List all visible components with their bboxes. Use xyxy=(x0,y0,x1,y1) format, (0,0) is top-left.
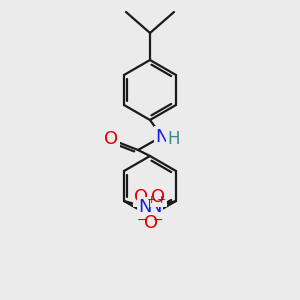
Text: O: O xyxy=(152,188,166,206)
Text: N: N xyxy=(148,198,162,216)
Text: O: O xyxy=(144,214,158,232)
Text: +: + xyxy=(157,195,166,206)
Text: N: N xyxy=(155,128,169,146)
Text: O: O xyxy=(142,214,156,232)
Text: O: O xyxy=(104,130,118,148)
Text: +: + xyxy=(147,195,156,206)
Text: O: O xyxy=(134,188,148,206)
Text: −: − xyxy=(137,214,148,227)
Text: N: N xyxy=(138,198,152,216)
Text: H: H xyxy=(167,130,180,148)
Text: −: − xyxy=(152,214,163,227)
